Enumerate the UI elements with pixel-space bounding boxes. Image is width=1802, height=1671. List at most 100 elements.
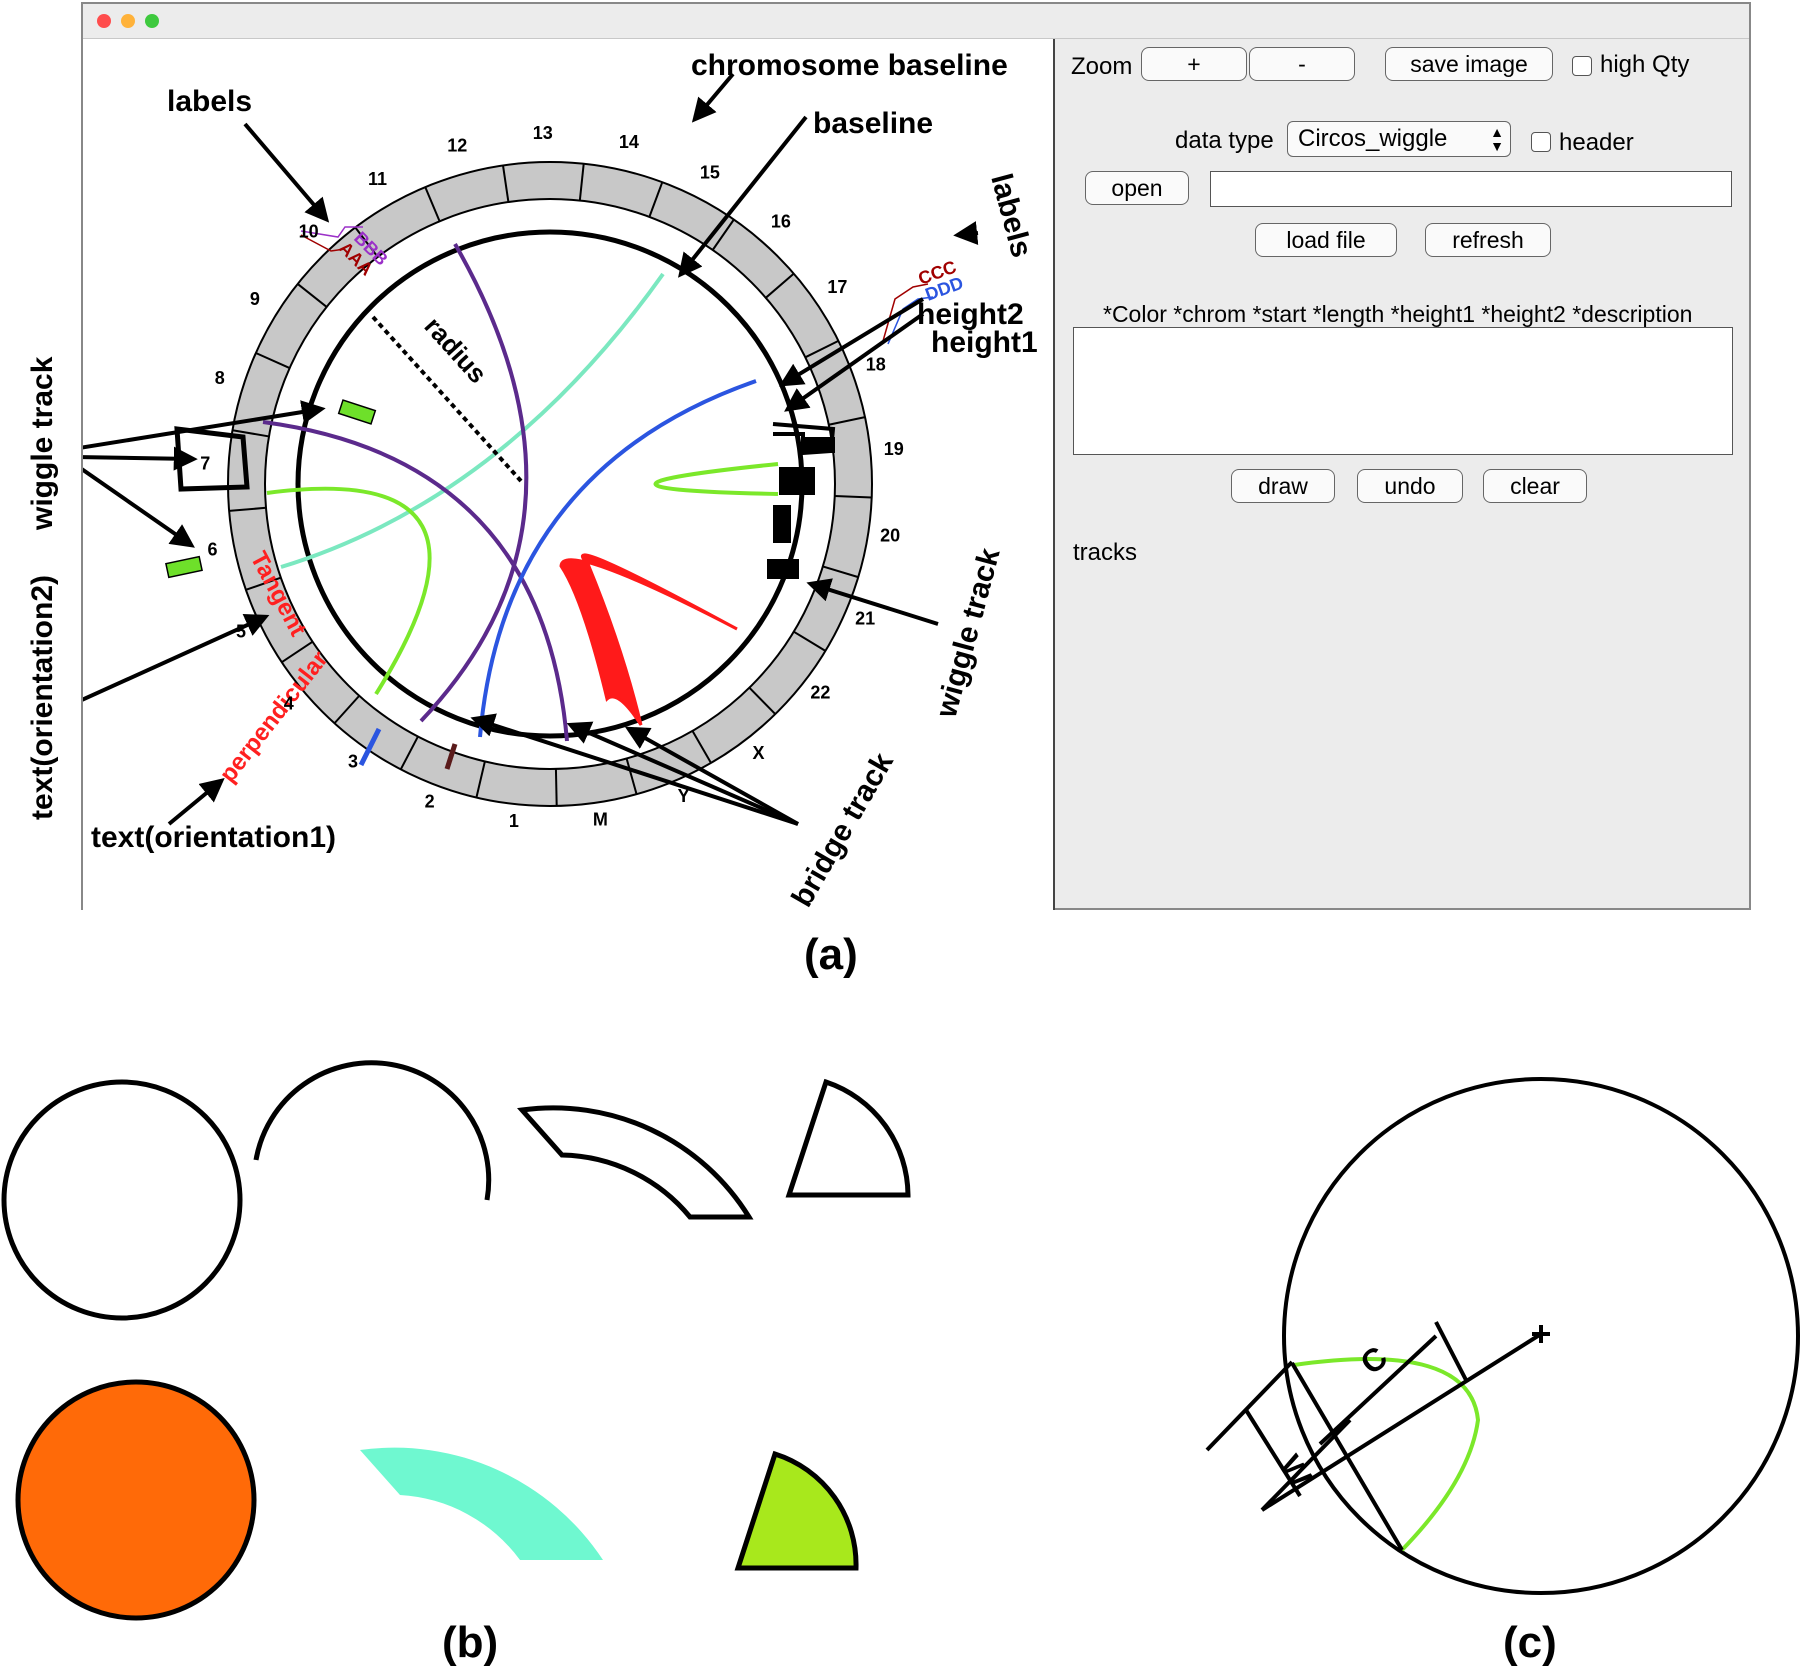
- chromosome-divider: [255, 352, 291, 369]
- bridge-red: [559, 553, 738, 726]
- shape-pie-sector-filled: [734, 1450, 859, 1571]
- data-type-select[interactable]: Circos_wiggle ▲ ▼: [1287, 121, 1511, 157]
- chromosome-label-m: M: [593, 809, 608, 829]
- chromosome-divider: [822, 565, 859, 579]
- bridge-brown-stub: [444, 743, 458, 770]
- chromosome-divider: [625, 758, 638, 795]
- bridge-purple-1: [419, 243, 529, 723]
- chromosome-label-16: 16: [771, 212, 791, 232]
- shape-pie-sector-outline: [785, 1078, 911, 1198]
- geometry-circle: [1282, 1077, 1800, 1595]
- select-updown-icon: ▲ ▼: [1490, 124, 1504, 154]
- data-textarea[interactable]: [1073, 327, 1733, 455]
- file-path-input[interactable]: [1210, 171, 1732, 207]
- bridge-lime-1: [266, 486, 432, 696]
- chromosome-label-7: 7: [200, 454, 210, 474]
- chromosome-outer-edge: [227, 161, 873, 807]
- undo-button[interactable]: undo: [1357, 469, 1463, 503]
- w-ext-1: [1205, 1360, 1294, 1452]
- shape-ring-sector-filled: [360, 1447, 603, 1560]
- chromosome-divider: [475, 761, 486, 798]
- high-qty-label: high Qty: [1600, 51, 1690, 78]
- caption-c: (c): [1503, 1618, 1557, 1667]
- chromosome-label-x: X: [753, 743, 765, 763]
- window-titlebar: [83, 4, 1749, 39]
- chromosome-label-10: 10: [299, 221, 319, 241]
- chromosome-label-9: 9: [250, 289, 260, 309]
- chromosome-divider: [424, 186, 441, 222]
- caption-a: (a): [804, 930, 858, 979]
- arrow-baseline: [678, 115, 808, 278]
- wiggle-bar-2: [779, 467, 815, 495]
- geometry-axis: [1260, 1332, 1543, 1512]
- zoom-out-button[interactable]: -: [1249, 47, 1355, 81]
- chromosome-divider: [502, 165, 510, 203]
- caption-b: (b): [442, 1618, 499, 1667]
- bridge-purple-2: [262, 420, 569, 742]
- save-image-button[interactable]: save image: [1385, 47, 1553, 81]
- geometry-label-c: C: [1353, 1339, 1394, 1381]
- refresh-button[interactable]: refresh: [1425, 223, 1551, 257]
- arrow-tangent: [83, 613, 270, 702]
- arrow-bridge-2: [566, 721, 799, 826]
- header-checkbox[interactable]: [1531, 132, 1551, 152]
- arrow-wiggle-1: [83, 400, 326, 450]
- arrow-height2: [778, 297, 925, 387]
- arrow-height1: [784, 312, 925, 412]
- zoom-label: Zoom: [1071, 53, 1133, 80]
- chromosome-divider: [804, 339, 839, 359]
- shape-circle-outline: [1, 1079, 243, 1321]
- wiggle-green-2: [165, 555, 203, 579]
- label-line-ddd: [887, 296, 934, 345]
- draw-button[interactable]: draw: [1231, 469, 1335, 503]
- chromosome-divider: [297, 283, 328, 308]
- chromosome-label-18: 18: [866, 355, 886, 375]
- chromosome-divider: [333, 695, 361, 724]
- chromosome-divider: [765, 272, 795, 299]
- arrow-wiggle-3: [83, 467, 195, 548]
- arrow-wiggle-2: [83, 446, 198, 471]
- chromosome-label-12: 12: [447, 136, 467, 156]
- bridge-lime-2: [653, 462, 779, 496]
- clear-button[interactable]: clear: [1483, 469, 1587, 503]
- open-button[interactable]: open: [1085, 171, 1189, 205]
- arrow-chromosome-baseline: [691, 72, 735, 123]
- chromosome-label-3: 3: [348, 751, 358, 771]
- format-hint: *Color *chrom *start *length *height1 *h…: [1103, 301, 1693, 327]
- wiggle-bar-3: [773, 505, 791, 543]
- wiggle-bar-1: [803, 437, 835, 453]
- chromosome-label-5: 5: [236, 621, 246, 641]
- load-file-button[interactable]: load file: [1255, 223, 1397, 257]
- annotation-text-orientation1: text(orientation1): [91, 821, 336, 854]
- c-dimension: [1318, 1334, 1438, 1446]
- chromosome-divider: [281, 640, 314, 663]
- chromosome-divider: [399, 736, 419, 770]
- geometry-chord: [1290, 1361, 1404, 1552]
- zoom-in-button[interactable]: +: [1141, 47, 1247, 81]
- drawing-canvas[interactable]: radius BBB AAA CCC DDD: [83, 39, 1055, 910]
- annotation-text-orientation2: text(orientation2): [26, 575, 59, 820]
- high-qty-checkbox[interactable]: [1572, 56, 1592, 76]
- chromosome-divider: [245, 576, 282, 591]
- minimize-window-icon[interactable]: [121, 14, 135, 28]
- left-annotations: wiggle track text(orientation2): [26, 356, 59, 820]
- chromosome-divider: [793, 630, 826, 652]
- bridge-blue: [478, 379, 757, 738]
- chromosome-label-19: 19: [884, 439, 904, 459]
- arrow-bridge-1: [470, 713, 799, 826]
- label-line-aaa: [300, 234, 346, 252]
- c-ext: [1434, 1321, 1468, 1381]
- arrow-labels-left: [243, 122, 330, 223]
- arrow-wiggle-right: [806, 578, 939, 626]
- circos-app-window: radius BBB AAA CCC DDD: [81, 2, 1751, 910]
- geometry-label-w: W: [1272, 1448, 1319, 1494]
- annotation-baseline: baseline: [813, 107, 933, 140]
- chromosome-label-y: Y: [678, 786, 690, 806]
- chromosome-label-1: 1: [509, 811, 519, 831]
- maximize-window-icon[interactable]: [145, 14, 159, 28]
- chromosome-divider: [834, 494, 872, 499]
- close-window-icon[interactable]: [97, 14, 111, 28]
- annotation-labels-left: labels: [167, 85, 252, 118]
- bridge-blue-stub: [358, 727, 382, 767]
- chromosome-label-15: 15: [700, 162, 720, 182]
